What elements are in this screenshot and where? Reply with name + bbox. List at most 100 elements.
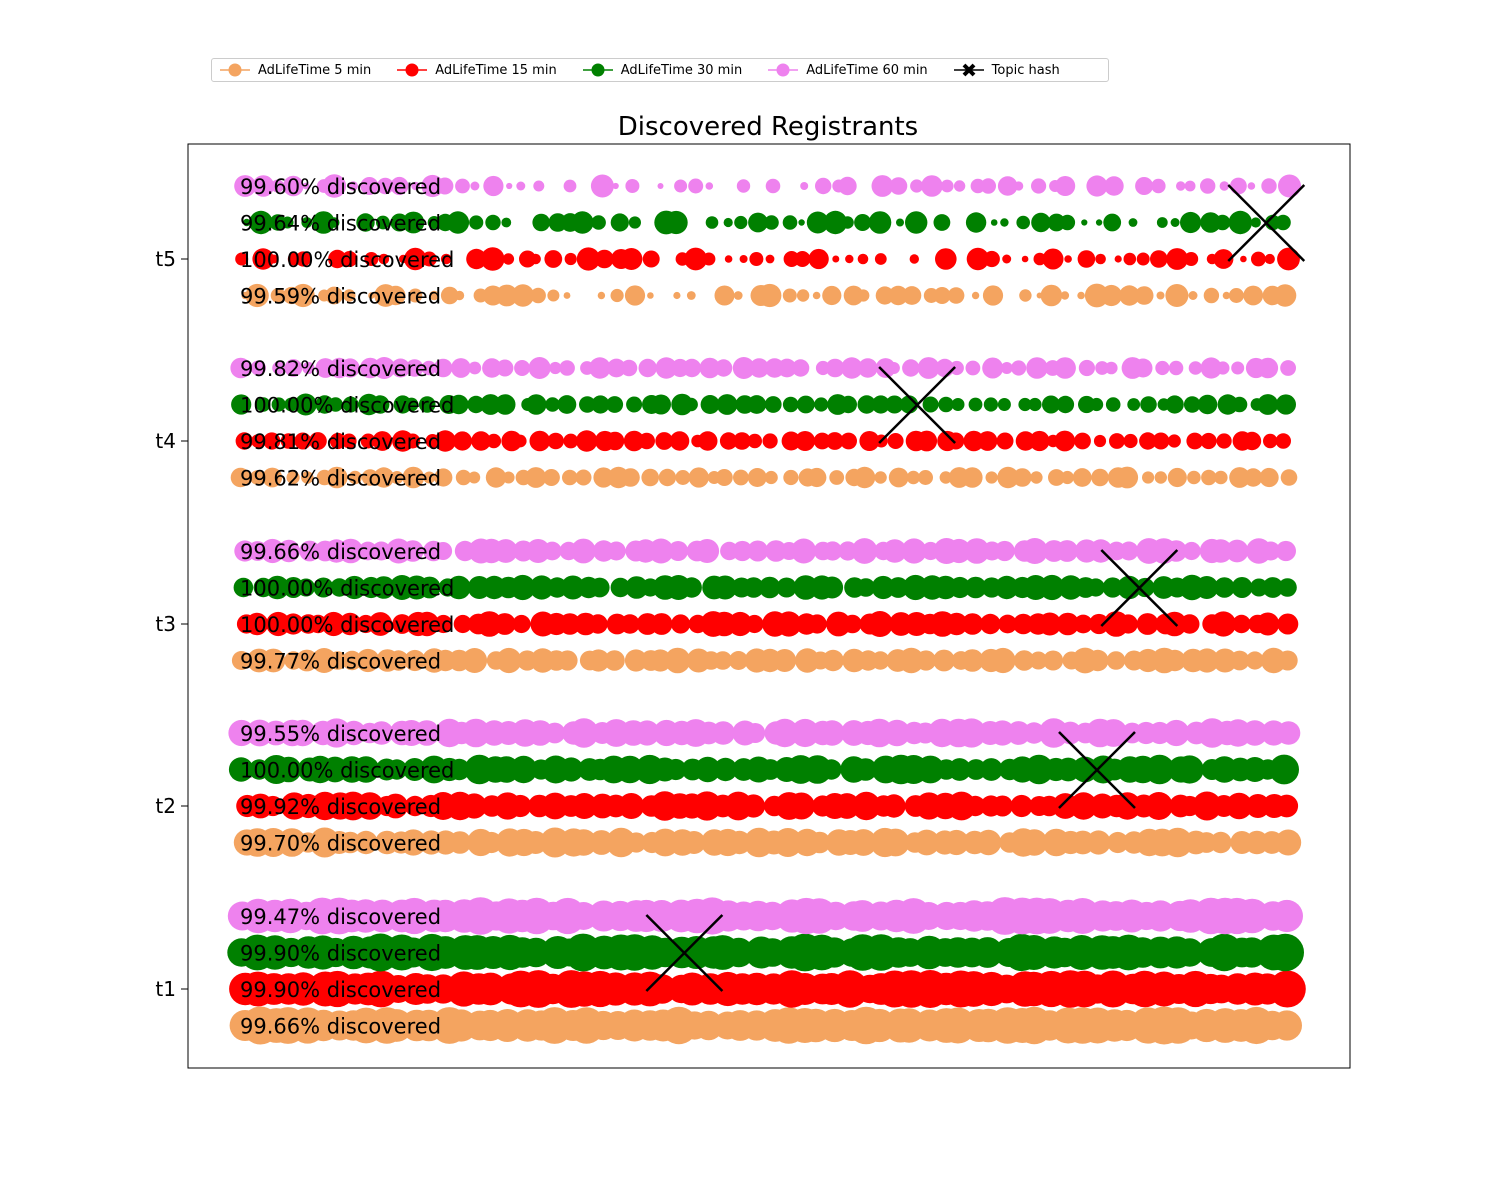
registrant-marker: [249, 470, 265, 485]
registrant-marker: [812, 291, 821, 300]
registrant-marker: [741, 794, 766, 818]
registrant-marker: [626, 832, 647, 853]
registrant-marker: [436, 177, 454, 195]
registrant-marker: [339, 831, 362, 854]
registrant-marker: [455, 469, 472, 486]
legend-entry: AdLifeTime 5 min: [218, 62, 371, 78]
registrant-marker: [392, 614, 412, 634]
registrant-marker: [980, 178, 996, 194]
registrant-marker: [965, 212, 987, 233]
registrant-marker: [917, 357, 940, 379]
registrant-marker: [1261, 178, 1277, 194]
registrant-marker: [448, 758, 470, 781]
registrant-marker: [557, 650, 578, 671]
registrant-marker: [612, 182, 619, 190]
registrant-marker: [901, 538, 927, 564]
registrant-marker: [446, 211, 470, 234]
registrant-marker: [328, 397, 343, 412]
registrant-marker: [570, 829, 597, 856]
registrant-marker: [1095, 253, 1106, 265]
discovered-label: 99.60% discovered: [240, 175, 441, 199]
topic-hash-markers: [645, 184, 1306, 992]
registrant-marker: [777, 358, 797, 378]
registrant-marker: [702, 252, 716, 266]
registrant-marker: [705, 182, 714, 190]
y-tick-label: t1: [155, 977, 176, 1001]
registrant-marker: [408, 288, 423, 303]
registrant-marker: [674, 179, 688, 193]
registrant-marker: [748, 212, 768, 233]
registrant-marker: [423, 471, 436, 484]
registrant-marker: [1200, 357, 1222, 379]
registrant-marker: [695, 756, 721, 783]
registrant-marker: [715, 469, 733, 486]
registrant-marker: [376, 215, 390, 230]
discovered-label: 99.66% discovered: [240, 540, 441, 564]
registrant-marker: [590, 174, 614, 198]
registrant-marker: [1074, 432, 1091, 450]
registrant-marker: [527, 720, 553, 746]
registrant-marker: [1243, 285, 1264, 306]
registrant-marker: [776, 577, 797, 598]
registrant-marker: [841, 216, 854, 229]
registrant-marker: [575, 469, 592, 486]
registrant-marker: [857, 253, 869, 265]
registrant-marker: [559, 613, 581, 635]
registrant-marker: [1086, 830, 1111, 855]
registrant-marker: [758, 283, 782, 308]
registrant-marker: [819, 720, 845, 746]
registrant-marker: [688, 467, 709, 488]
registrant-marker: [563, 179, 577, 193]
registrant-marker: [309, 432, 327, 450]
registrant-marker: [1200, 178, 1216, 194]
registrant-marker: [461, 793, 487, 819]
registrant-marker: [723, 217, 733, 228]
registrant-marker: [512, 614, 531, 634]
registrant-marker: [282, 577, 304, 598]
registrant-marker: [1123, 252, 1137, 266]
registrant-marker: [868, 211, 892, 234]
discovered-label: 99.55% discovered: [240, 722, 441, 746]
registrant-marker: [230, 467, 251, 488]
registrant-marker: [949, 576, 971, 599]
registrant-marker: [356, 648, 380, 673]
registrant-marker: [921, 175, 943, 197]
registrant-marker: [579, 396, 596, 413]
registrant-marker: [951, 398, 965, 411]
registrant-marker: [1026, 357, 1048, 379]
registrant-marker: [851, 538, 878, 564]
registrant-marker: [968, 397, 983, 412]
registrant-marker: [1210, 611, 1236, 637]
registrant-marker: [243, 218, 251, 227]
registrant-marker: [1245, 651, 1264, 670]
registrant-marker: [616, 755, 644, 784]
registrant-marker: [321, 611, 346, 637]
registrant-marker: [1228, 288, 1244, 303]
registrant-marker: [587, 649, 610, 672]
registrant-marker: [825, 432, 844, 450]
registrant-marker: [1247, 182, 1256, 190]
registrant-marker: [542, 469, 560, 486]
registrant-marker: [559, 360, 575, 376]
chart-title: Discovered Registrants: [618, 112, 918, 142]
registrant-marker: [843, 285, 864, 306]
registrant-marker: [686, 291, 696, 300]
registrant-marker: [933, 287, 951, 304]
registrant-marker: [716, 394, 738, 415]
registrant-marker: [597, 291, 606, 300]
registrant-marker: [858, 358, 878, 378]
registrant-marker: [947, 432, 965, 450]
registrant-marker: [1275, 433, 1292, 449]
registrant-marker: [638, 358, 657, 378]
registrant-marker: [1119, 541, 1139, 561]
registrant-marker: [1043, 650, 1064, 671]
registrant-marker: [352, 756, 380, 783]
registrant-marker: [328, 249, 347, 269]
registrant-marker: [1231, 577, 1253, 598]
registrant-marker: [1136, 613, 1159, 635]
registrant-marker: [684, 397, 698, 412]
registrant-marker: [1038, 718, 1069, 748]
dot-marker-icon: [220, 63, 250, 77]
legend-label: AdLifeTime 15 min: [435, 62, 557, 78]
registrant-marker: [997, 398, 1011, 411]
